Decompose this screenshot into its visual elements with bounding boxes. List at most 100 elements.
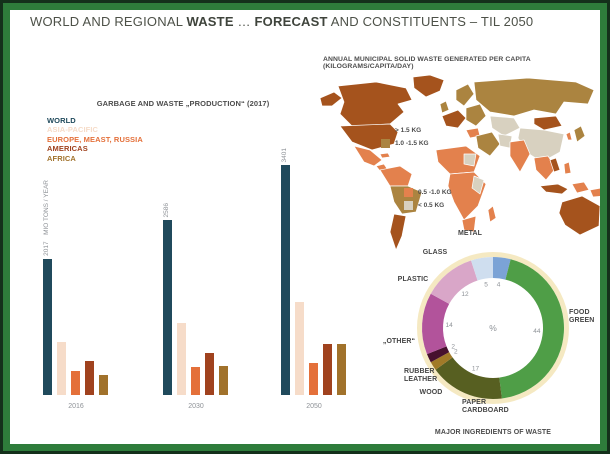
map-region-korea (565, 131, 573, 141)
map-legend-swatch (381, 126, 390, 135)
map-region-south-america-south (389, 213, 407, 251)
map-region-madagascar (487, 205, 497, 223)
map-region-vietnam (549, 157, 561, 173)
map-region-caribbean (379, 152, 391, 159)
bar-americas-2016 (85, 361, 94, 395)
donut-slice--other- (422, 293, 450, 355)
map-legend-label: > 1.5 KG (395, 127, 422, 134)
map-region-india (509, 139, 531, 173)
map-legend-label: 1.0 -1.5 KG (395, 140, 429, 147)
bar-africa-2050 (337, 344, 346, 395)
donut-glow-ring (417, 252, 569, 404)
x-axis-label-2050: 2050 (306, 403, 322, 410)
map-region-central-asia (489, 115, 521, 137)
donut-value-food-green: 44 (533, 328, 541, 335)
page-title-part3: AND CONSTITUENTS – TIL 2050 (327, 14, 534, 29)
map-title: ANNUAL MUNICIPAL SOLID WASTE GENERATED P… (323, 56, 531, 70)
bar-europe-meast-russia-2030 (191, 367, 200, 395)
map-region-indonesia-east (571, 181, 590, 194)
donut-value-glass: 5 (484, 282, 488, 289)
bar-africa-2016 (99, 375, 108, 395)
map-legend-upper: > 1.5 KG 1.0 -1.5 KG (381, 126, 429, 152)
map-legend-item: < 0.5 KG (404, 201, 452, 210)
donut-slice-wood (430, 352, 453, 370)
map-region-indonesia-west (539, 183, 569, 195)
world-map (319, 74, 610, 251)
donut-value-plastic: 12 (461, 291, 469, 298)
donut-value-wood: 2 (454, 349, 458, 356)
bar-world-2050 (281, 165, 290, 395)
map-legend-swatch (404, 188, 413, 197)
map-continents (319, 74, 610, 251)
bar-asia-pacific-2050 (295, 302, 304, 395)
map-region-mexico (353, 145, 383, 167)
map-region-west-europe (441, 109, 467, 129)
bar-asia-pacific-2016 (57, 342, 66, 395)
bar-legend-item: AMERICAS (47, 144, 88, 154)
map-region-new-zealand (600, 229, 610, 246)
donut-slice-glass (471, 257, 493, 281)
map-region-egypt-libya (463, 153, 477, 167)
bar-value-label-2050: 3401 (280, 147, 288, 162)
map-region-greenland (412, 74, 445, 98)
donut-center-label: % (489, 323, 497, 333)
page-title-part2: … (233, 14, 255, 29)
donut-value-paper-cardboard: 17 (472, 365, 480, 372)
donut-caption: MAJOR INGREDIENTS OF WASTE (434, 429, 552, 436)
bar-legend-item: WORLD (47, 116, 76, 125)
page-title-part1: WORLD AND REGIONAL (30, 14, 187, 29)
donut-slice-food-green (499, 259, 565, 399)
map-legend-label: < 0.5 KG (418, 202, 445, 209)
bar-chart-legend: WORLD ASIA-PACIFIC EUROPE, MEAST, RUSSIA AM… (47, 116, 143, 163)
donut-slice-metal (493, 257, 511, 280)
donut-slice-rubber-leather (426, 346, 450, 363)
map-region-mongolia (533, 115, 563, 131)
map-region-east-europe (465, 103, 487, 127)
map-region-canada (337, 81, 413, 127)
bar-legend-item: AFRICA (47, 153, 76, 163)
map-legend-swatch (404, 201, 413, 210)
bar-world-2016 (43, 259, 52, 395)
map-region-philippines (563, 161, 572, 175)
map-region-japan (573, 125, 586, 143)
map-legend-item: 0.5 -1.0 KG (404, 188, 452, 197)
map-region-scandinavia (455, 83, 475, 107)
x-axis-label-2030: 2030 (188, 403, 204, 410)
page-title-bold-forecast: FORECAST (254, 14, 328, 29)
page-title: WORLD AND REGIONAL WASTE … FORECAST AND … (30, 14, 533, 29)
donut-value-metal: 4 (497, 281, 501, 288)
bar-americas-2030 (205, 353, 214, 395)
bar-value-label-2030: 2586 (162, 202, 170, 217)
bar-legend-item: EUROPE, MEAST, RUSSIA (47, 134, 143, 144)
bar-africa-2030 (219, 366, 228, 395)
map-region-middle-east (475, 131, 501, 157)
map-legend-label: 0.5 -1.0 KG (418, 189, 452, 196)
donut-value--other-: 14 (445, 322, 453, 329)
x-axis-label-2016: 2016 (68, 403, 84, 410)
bar-chart-title: GARBAGE AND WASTE „PRODUCTION“ (2017) (96, 99, 270, 108)
map-region-brazil (389, 185, 423, 215)
bar-asia-pacific-2030 (177, 323, 186, 395)
donut-slice-plastic (430, 260, 478, 304)
map-region-south-africa (461, 215, 477, 233)
page-title-bold-waste: WASTE (186, 14, 234, 29)
bar-europe-meast-russia-2050 (309, 363, 318, 395)
bar-europe-meast-russia-2016 (71, 371, 80, 395)
map-region-uk (439, 100, 450, 114)
donut-slice-paper-cardboard (435, 357, 502, 399)
map-region-south-america-north (379, 165, 413, 187)
map-legend-swatch (381, 139, 390, 148)
donut-value-rubber-leather: 2 (451, 344, 455, 351)
map-legend-item: > 1.5 KG (381, 126, 429, 135)
map-region-east-africa (471, 175, 485, 195)
map-legend-item: 1.0 -1.5 KG (381, 139, 429, 148)
map-region-russia (473, 77, 595, 117)
map-region-australia (558, 195, 601, 236)
bar-value-label-2016: 2017 MIO TONS / YEAR (42, 180, 50, 256)
bar-legend-item: ASIA-PACIFIC (47, 125, 99, 135)
map-legend-lower: 0.5 -1.0 KG < 0.5 KG (404, 188, 452, 214)
map-region-alaska (319, 91, 343, 107)
bar-world-2030 (163, 220, 172, 395)
